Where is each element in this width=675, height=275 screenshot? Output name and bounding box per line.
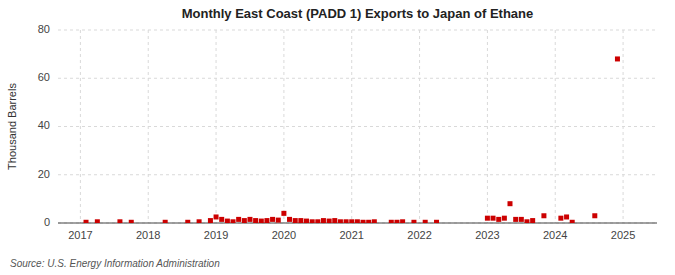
point: [247, 217, 252, 222]
chart: 0 20 40 60 80 2017 2018 2019 2020 2021 2022 2023 202…: [0, 0, 675, 275]
axes: 0 20 40 60 80 2017 2018 2019 2020 2021 2022 2023 202…: [38, 23, 636, 241]
point: [321, 218, 326, 223]
point: [389, 220, 394, 223]
point: [231, 219, 236, 223]
x-tick-label: 2020: [272, 229, 296, 241]
point: [355, 219, 360, 223]
point: [214, 214, 219, 219]
grid: [58, 30, 657, 223]
point: [411, 220, 416, 223]
point: [293, 218, 298, 223]
x-tick-label: 2024: [543, 229, 567, 241]
grid-line-x: [283, 30, 284, 223]
point: [361, 220, 366, 223]
point: [95, 219, 100, 223]
point: [615, 56, 620, 61]
grid-line-x: [623, 30, 624, 223]
point: [394, 220, 399, 223]
point: [287, 217, 292, 222]
point: [185, 220, 190, 223]
point: [281, 211, 286, 216]
grid-line-x: [555, 30, 556, 223]
point: [513, 217, 518, 222]
point: [197, 219, 202, 223]
point: [298, 218, 303, 223]
point: [270, 217, 275, 222]
point: [519, 217, 524, 222]
point: [304, 219, 309, 223]
point: [84, 220, 89, 223]
grid-line-x: [148, 30, 149, 223]
point: [259, 219, 264, 223]
point: [570, 220, 575, 223]
point: [524, 219, 529, 223]
point: [423, 220, 428, 223]
point: [592, 213, 597, 218]
x-tick-label: 2018: [136, 229, 160, 241]
grid-line-x: [351, 30, 352, 223]
point: [327, 219, 332, 223]
point: [344, 219, 349, 223]
points: [84, 56, 620, 223]
y-tick-label: 0: [44, 216, 50, 228]
point: [564, 214, 569, 219]
x-tick-label: 2025: [611, 229, 635, 241]
point: [225, 219, 230, 223]
x-tick-label: 2023: [475, 229, 499, 241]
point: [117, 219, 122, 223]
point: [366, 220, 371, 223]
grid-line-x: [419, 30, 420, 223]
y-tick-label: 60: [38, 71, 50, 83]
point: [496, 217, 501, 222]
grid-line-x: [487, 30, 488, 223]
y-tick-label: 40: [38, 119, 50, 131]
y-tick-label: 20: [38, 168, 50, 180]
point: [315, 219, 320, 223]
grid-line-x: [216, 30, 217, 223]
point: [129, 220, 134, 223]
y-tick-label: 80: [38, 23, 50, 35]
point: [372, 219, 377, 223]
point: [310, 219, 315, 223]
point: [236, 217, 241, 222]
grid-line-x: [80, 30, 81, 223]
point: [400, 219, 405, 223]
x-tick-label: 2022: [407, 229, 431, 241]
point: [253, 218, 258, 223]
x-tick-label: 2019: [204, 229, 228, 241]
point: [491, 216, 496, 221]
point: [434, 220, 439, 223]
point: [264, 218, 269, 223]
point: [163, 220, 168, 223]
point: [208, 218, 213, 223]
x-tick-label: 2021: [339, 229, 363, 241]
point: [530, 218, 535, 223]
point: [485, 216, 490, 221]
point: [507, 201, 512, 206]
point: [338, 219, 343, 223]
point: [349, 219, 354, 223]
point: [541, 213, 546, 218]
x-tick-label: 2017: [68, 229, 92, 241]
background: [0, 0, 675, 275]
point: [219, 217, 224, 222]
point: [242, 218, 247, 223]
point: [332, 218, 337, 223]
point: [276, 218, 281, 223]
title: Monthly East Coast (PADD 1) Exports to J…: [182, 6, 534, 21]
point: [558, 216, 563, 221]
source: Source: U.S. Energy Information Administ…: [10, 258, 220, 269]
point: [502, 216, 507, 221]
y-axis-label: Thousand Barrels: [6, 83, 18, 170]
